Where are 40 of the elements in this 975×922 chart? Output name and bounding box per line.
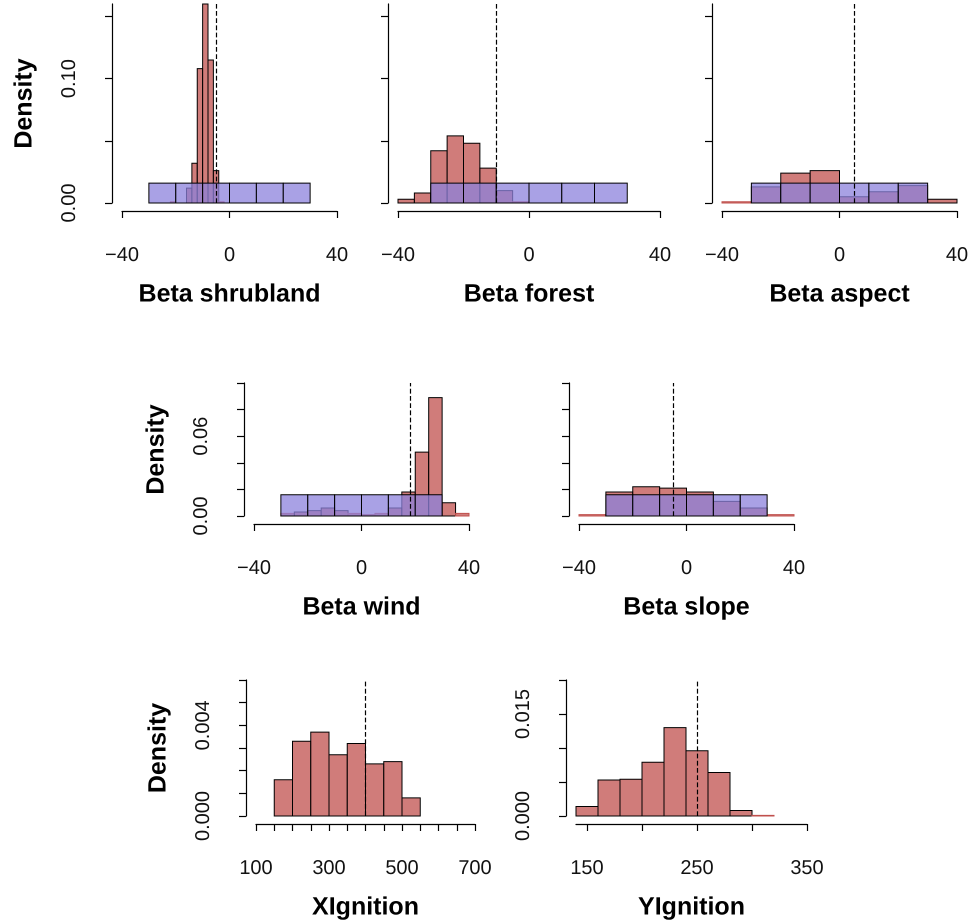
x-axis-title: Beta wind xyxy=(302,592,421,620)
y-tick-label: 0.00 xyxy=(190,496,212,536)
y-tick-label: 0.004 xyxy=(192,700,214,750)
x-axis-title: XIgnition xyxy=(312,892,419,920)
y-tick-label: 0.015 xyxy=(512,688,534,740)
x-tick-label: 250 xyxy=(680,857,714,879)
x-tick-label: 40 xyxy=(458,557,480,579)
x-tick-label: 0 xyxy=(680,557,692,579)
x-tick-label: −40 xyxy=(105,244,139,266)
x-tick-label: 0 xyxy=(834,244,846,266)
y-tick-label: 0.000 xyxy=(512,790,534,842)
x-tick-label: 40 xyxy=(946,244,968,266)
x-axis-title: Beta shrubland xyxy=(138,280,320,308)
x-tick-label: 100 xyxy=(239,857,273,879)
x-tick-label: 300 xyxy=(312,857,346,879)
y-tick-label: 0.10 xyxy=(58,59,80,98)
x-tick-label: 150 xyxy=(570,857,604,879)
x-axis-title: YIgnition xyxy=(638,892,745,920)
x-tick-label: −40 xyxy=(705,244,739,266)
x-tick-label: 40 xyxy=(782,557,806,579)
y-tick-label: 0.00 xyxy=(58,184,80,222)
x-tick-label: 40 xyxy=(326,244,348,266)
x-axis-title: Beta forest xyxy=(464,280,595,308)
x-tick-label: 0 xyxy=(523,244,535,266)
x-tick-label: 0 xyxy=(224,244,236,266)
x-tick-label: −40 xyxy=(237,557,271,579)
x-tick-label: −40 xyxy=(381,244,415,266)
x-tick-label: −40 xyxy=(562,557,596,579)
y-tick-label: 0.06 xyxy=(190,416,212,456)
x-tick-label: 500 xyxy=(385,857,419,879)
x-tick-label: 40 xyxy=(648,244,672,266)
x-tick-label: 700 xyxy=(458,857,492,879)
x-tick-label: 350 xyxy=(790,857,824,879)
x-axis-title: Beta slope xyxy=(623,592,750,620)
x-tick-label: 0 xyxy=(356,557,368,579)
x-axis-title: Beta aspect xyxy=(769,280,910,308)
y-axis-title: Density xyxy=(142,404,170,495)
y-axis-title: Density xyxy=(10,58,38,149)
y-tick-label: 0.000 xyxy=(192,790,214,842)
y-axis-title: Density xyxy=(144,702,172,794)
